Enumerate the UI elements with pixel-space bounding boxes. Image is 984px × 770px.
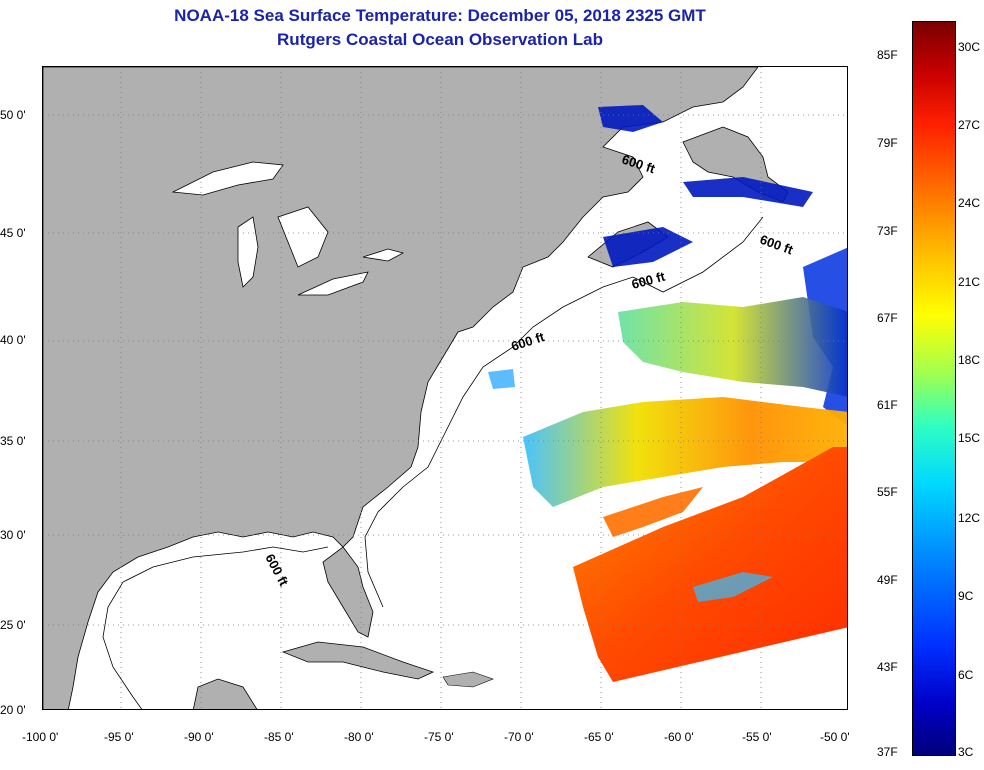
cb-f-55: 55F — [877, 485, 898, 499]
contour-label-gulf: 600 ft — [262, 551, 292, 589]
lon-tick-90: -90 0' — [184, 730, 214, 744]
lake-erie — [297, 271, 369, 296]
map-canvas: 600 ft 600 ft 600 ft 600 ft 600 ft — [43, 67, 847, 709]
lon-tick-100: -100 0' — [22, 730, 59, 744]
lon-tick-75: -75 0' — [424, 730, 454, 744]
lat-tick-20: 20 0' — [0, 703, 26, 717]
map-title: NOAA-18 Sea Surface Temperature: Decembe… — [174, 6, 706, 25]
lat-tick-30: 30 0' — [0, 528, 26, 542]
cb-f-85: 85F — [877, 48, 898, 62]
lon-tick-60: -60 0' — [664, 730, 694, 744]
lat-tick-50: 50 0' — [0, 108, 26, 122]
sst-map[interactable]: 600 ft 600 ft 600 ft 600 ft 600 ft — [42, 66, 848, 710]
sst-cold-north — [598, 105, 813, 267]
sst-warm-south — [573, 447, 847, 682]
cb-f-37: 37F — [877, 745, 898, 759]
contour-label-grand-banks: 600 ft — [758, 232, 796, 258]
lake-superior — [171, 161, 284, 196]
land-yucatan — [193, 678, 258, 709]
map-subtitle: Rutgers Coastal Ocean Observation Lab — [277, 30, 603, 49]
cb-c-6: 6C — [958, 668, 974, 682]
lat-tick-45: 45 0' — [0, 226, 26, 240]
temperature-colorbar — [912, 21, 956, 756]
lake-michigan — [237, 216, 259, 288]
lat-tick-35: 35 0' — [0, 434, 26, 448]
sst-mid-band — [523, 397, 847, 507]
cb-f-43: 43F — [877, 660, 898, 674]
cb-c-3: 3C — [958, 745, 974, 759]
lon-tick-70: -70 0' — [504, 730, 534, 744]
lake-huron — [277, 206, 329, 268]
sst-cool-streak — [693, 572, 773, 602]
lon-tick-55: -55 0' — [742, 730, 772, 744]
cb-c-24: 24C — [958, 196, 981, 210]
contour-600ft — [102, 216, 764, 709]
sst-warm-patches — [603, 487, 703, 537]
cb-c-21: 21C — [958, 275, 981, 289]
land-hispaniola — [442, 671, 494, 688]
lat-tick-40: 40 0' — [0, 333, 26, 347]
contour-label-mid-atlantic: 600 ft — [509, 329, 547, 354]
lake-ontario — [362, 248, 405, 262]
land-florida — [322, 546, 374, 638]
cb-f-67: 67F — [877, 311, 898, 325]
lon-tick-85: -85 0' — [264, 730, 294, 744]
lon-tick-80: -80 0' — [344, 730, 374, 744]
contour-label-nova-scotia: 600 ft — [630, 268, 667, 291]
lon-tick-95: -95 0' — [104, 730, 134, 744]
cb-f-49: 49F — [877, 573, 898, 587]
sst-patch-west — [488, 369, 515, 389]
lon-tick-65: -65 0' — [584, 730, 614, 744]
cb-c-27: 27C — [958, 118, 981, 132]
cb-c-12: 12C — [958, 511, 981, 525]
land-north-america — [43, 67, 759, 709]
lon-tick-50: -50 0' — [820, 730, 850, 744]
sst-mid-north — [618, 297, 847, 397]
cb-c-18: 18C — [958, 353, 981, 367]
cb-f-79: 79F — [877, 136, 898, 150]
cb-f-61: 61F — [877, 398, 898, 412]
land-cuba — [281, 641, 435, 680]
lat-tick-25: 25 0' — [0, 618, 26, 632]
cb-c-9: 9C — [958, 589, 974, 603]
cb-f-73: 73F — [877, 224, 898, 238]
cb-c-30: 30C — [958, 40, 981, 54]
cb-c-15: 15C — [958, 431, 981, 445]
